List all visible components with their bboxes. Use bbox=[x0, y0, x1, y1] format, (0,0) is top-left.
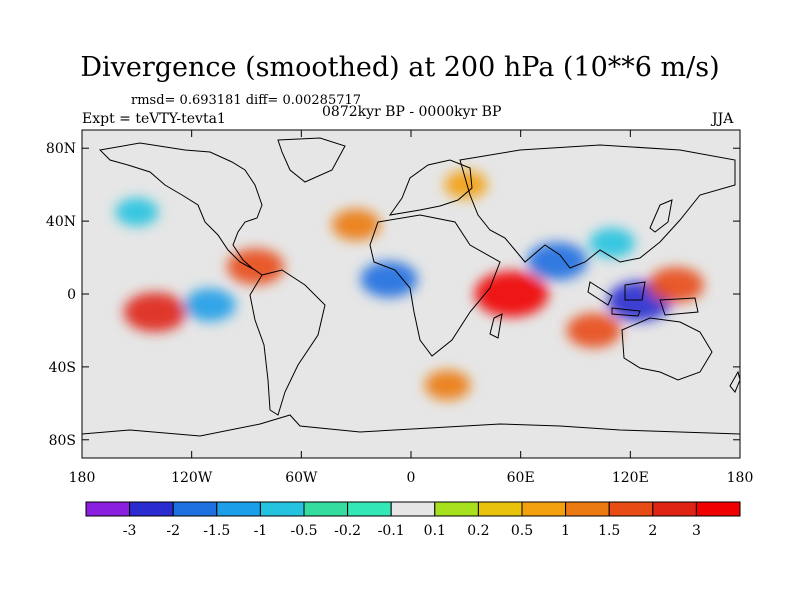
colorbar-label: -2 bbox=[166, 523, 180, 539]
y-tick-label: 0 bbox=[67, 287, 76, 303]
field-feature-7 bbox=[566, 313, 621, 348]
colorbar-swatch-13 bbox=[652, 501, 697, 517]
chart-title: Divergence (smoothed) at 200 hPa (10**6 … bbox=[80, 52, 720, 83]
colorbar-swatch-8 bbox=[434, 501, 479, 517]
colorbar-label: -0.2 bbox=[334, 523, 361, 539]
x-tick-label: 180 bbox=[727, 470, 754, 486]
field-feature-8 bbox=[648, 267, 704, 303]
stats-text: rmsd= 0.693181 diff= 0.00285717 bbox=[131, 93, 362, 108]
colorbar-label: -3 bbox=[123, 523, 137, 539]
field-feature-12 bbox=[115, 197, 159, 227]
colorbar-swatch-2 bbox=[172, 501, 218, 517]
field-feature-11 bbox=[424, 370, 471, 401]
x-tick-label: 180 bbox=[69, 470, 96, 486]
colorbar-swatch-6 bbox=[347, 501, 392, 517]
colorbar-swatch-5 bbox=[303, 501, 349, 517]
colorbar-swatch-9 bbox=[477, 501, 523, 517]
colorbar-swatch-12 bbox=[608, 501, 654, 517]
colorbar-label: 0.2 bbox=[467, 523, 489, 539]
colorbar-swatch-0 bbox=[85, 501, 131, 517]
y-tick-label: 40N bbox=[46, 214, 76, 230]
axis-ticks: 180 120W 60W 0 60E 120E 180 80N 40N 0 40S 80S bbox=[46, 130, 753, 486]
colorbar-swatch-1 bbox=[129, 501, 174, 517]
x-tick-label: 0 bbox=[407, 470, 416, 486]
field-feature-9 bbox=[331, 208, 381, 241]
field-feature-2 bbox=[474, 271, 549, 317]
colorbar-swatch-4 bbox=[259, 501, 305, 517]
x-tick-label: 120E bbox=[612, 470, 649, 486]
experiment-label: Expt = teVTY-tevta1 bbox=[82, 111, 226, 127]
x-tick-label: 60E bbox=[507, 470, 535, 486]
y-tick-label: 80N bbox=[46, 141, 76, 157]
colorbar-label: -1 bbox=[254, 523, 268, 539]
field-feature-0 bbox=[527, 242, 588, 281]
y-tick-label: 80S bbox=[49, 433, 76, 449]
x-tick-label: 60W bbox=[285, 470, 318, 486]
colorbar-swatch-3 bbox=[216, 501, 261, 517]
colorbar-swatch-10 bbox=[521, 501, 567, 517]
period-label: 0872kyr BP - 0000kyr BP bbox=[322, 104, 502, 120]
season-label: JJA bbox=[712, 111, 734, 127]
colorbar-label: -0.1 bbox=[378, 523, 405, 539]
colorbar-swatch-7 bbox=[390, 501, 436, 517]
field-feature-4 bbox=[123, 292, 187, 333]
y-tick-label: 40S bbox=[49, 360, 76, 376]
colorbar-label: -0.5 bbox=[291, 523, 318, 539]
colorbar: -3 -2 -1.5 -1 -0.5 -0.2 -0.1 0.1 0.2 0.5 1 1.5 2 3 bbox=[85, 501, 741, 539]
colorbar-label: 2 bbox=[648, 523, 657, 539]
colorbar-label: 0.5 bbox=[511, 523, 533, 539]
field-feature-13 bbox=[444, 170, 488, 199]
colorbar-label: 1.5 bbox=[598, 523, 620, 539]
colorbar-swatch-14 bbox=[695, 501, 741, 517]
field-feature-3 bbox=[360, 261, 418, 298]
colorbar-label: 3 bbox=[692, 523, 701, 539]
field-feature-5 bbox=[227, 248, 285, 285]
colorbar-label: 0.1 bbox=[424, 523, 446, 539]
field-feature-6 bbox=[184, 288, 236, 322]
colorbar-label: -1.5 bbox=[203, 523, 230, 539]
colorbar-swatch-11 bbox=[565, 501, 610, 517]
x-tick-label: 120W bbox=[171, 470, 213, 486]
colorbar-label: 1 bbox=[561, 523, 570, 539]
coastlines bbox=[82, 137, 740, 437]
